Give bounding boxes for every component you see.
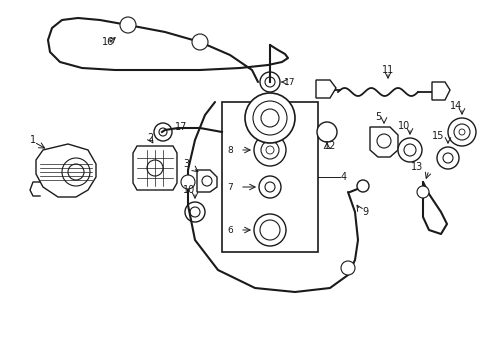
Circle shape — [260, 72, 280, 92]
Circle shape — [260, 220, 280, 240]
Text: 15: 15 — [431, 131, 443, 141]
Circle shape — [252, 101, 286, 135]
Circle shape — [147, 160, 163, 176]
Circle shape — [458, 129, 464, 135]
Text: 1: 1 — [30, 135, 36, 145]
Circle shape — [397, 138, 421, 162]
Bar — [222, 102, 317, 252]
Text: 11: 11 — [381, 65, 393, 75]
Circle shape — [159, 128, 167, 136]
Text: 8: 8 — [226, 145, 232, 154]
Polygon shape — [369, 127, 397, 157]
Text: 6: 6 — [226, 225, 232, 234]
Polygon shape — [197, 170, 217, 192]
Circle shape — [416, 186, 428, 198]
Circle shape — [181, 175, 195, 189]
Circle shape — [192, 34, 207, 50]
Text: 14: 14 — [449, 101, 461, 111]
Circle shape — [403, 144, 415, 156]
Circle shape — [340, 261, 354, 275]
Text: 17: 17 — [175, 122, 187, 132]
Text: 10: 10 — [397, 121, 409, 131]
Circle shape — [316, 122, 336, 142]
Circle shape — [261, 109, 279, 127]
Polygon shape — [315, 80, 335, 98]
Text: 4: 4 — [340, 172, 346, 182]
Circle shape — [264, 77, 274, 87]
Circle shape — [436, 147, 458, 169]
Circle shape — [259, 176, 281, 198]
Circle shape — [253, 214, 285, 246]
Text: 12: 12 — [323, 141, 336, 151]
Polygon shape — [133, 146, 177, 190]
Text: 9: 9 — [361, 207, 367, 217]
Circle shape — [253, 134, 285, 166]
Circle shape — [190, 207, 200, 217]
Circle shape — [447, 118, 475, 146]
Circle shape — [356, 180, 368, 192]
Circle shape — [265, 146, 273, 154]
Text: 16: 16 — [102, 37, 114, 47]
Text: 17: 17 — [284, 77, 295, 86]
Circle shape — [453, 124, 469, 140]
Circle shape — [264, 182, 274, 192]
Text: 10: 10 — [183, 185, 195, 195]
Circle shape — [442, 153, 452, 163]
Circle shape — [261, 141, 279, 159]
Circle shape — [376, 134, 390, 148]
Text: 13: 13 — [410, 162, 422, 172]
Polygon shape — [36, 144, 96, 197]
Circle shape — [202, 176, 212, 186]
Text: 7: 7 — [226, 183, 232, 192]
Text: 3: 3 — [183, 159, 189, 169]
Text: 2: 2 — [147, 133, 153, 143]
Circle shape — [184, 202, 204, 222]
Polygon shape — [431, 82, 449, 100]
Circle shape — [154, 123, 172, 141]
Text: 5: 5 — [374, 112, 380, 122]
Circle shape — [244, 93, 294, 143]
Circle shape — [62, 158, 90, 186]
Circle shape — [120, 17, 136, 33]
Circle shape — [68, 164, 84, 180]
